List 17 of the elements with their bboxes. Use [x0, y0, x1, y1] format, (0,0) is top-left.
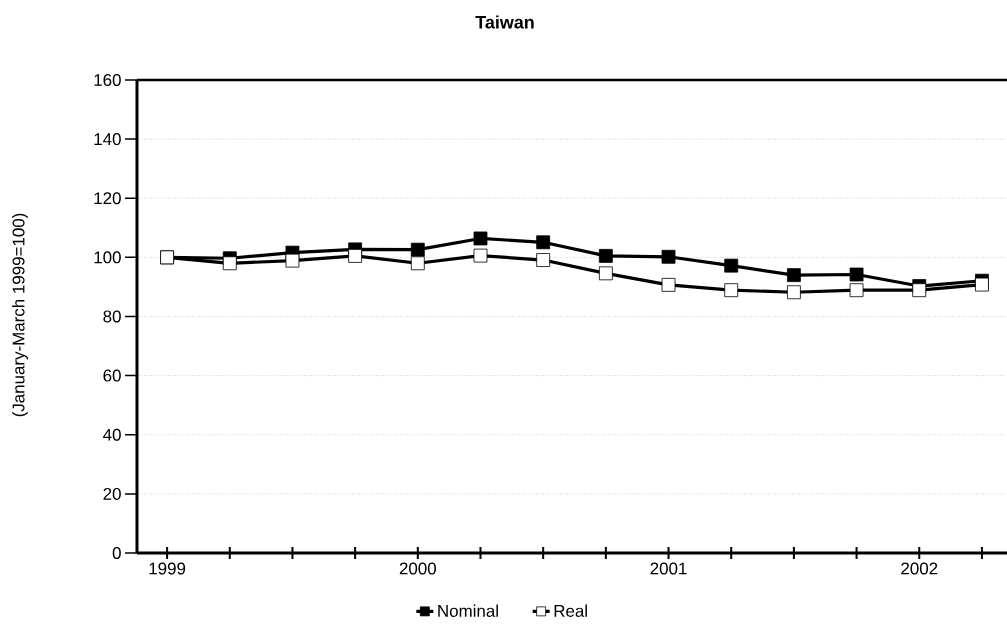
y-tick-label: 100 — [94, 251, 121, 264]
legend-label: Real — [554, 604, 587, 617]
legend-label: Nominal — [438, 604, 498, 617]
chart-title: Taiwan — [475, 15, 534, 29]
y-tick-label: 60 — [103, 369, 121, 382]
x-tick-label: 1999 — [149, 562, 186, 575]
x-tick-label: 2001 — [650, 562, 687, 575]
y-tick-label: 160 — [94, 74, 121, 86]
y-tick-label: 20 — [103, 487, 121, 500]
y-tick-label: 80 — [103, 310, 121, 323]
y-tick-label: 120 — [94, 192, 121, 205]
y-axis-title: (January-March 1999=100) — [12, 213, 28, 417]
x-tick-label: 2000 — [399, 562, 436, 575]
y-tick-label: 40 — [103, 428, 121, 441]
y-tick-label: 0 — [112, 547, 121, 559]
x-tick-label: 2002 — [901, 562, 938, 575]
y-tick-label: 140 — [94, 133, 121, 146]
